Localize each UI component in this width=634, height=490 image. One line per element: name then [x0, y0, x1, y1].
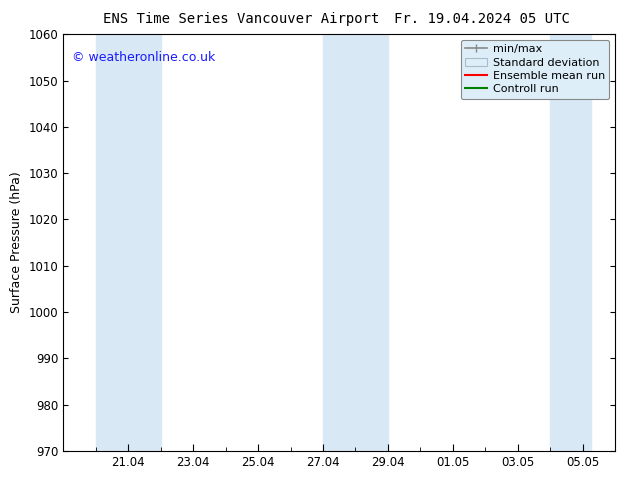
Y-axis label: Surface Pressure (hPa): Surface Pressure (hPa)	[10, 172, 23, 314]
Bar	[96, 34, 161, 451]
Bar	[550, 34, 591, 451]
Legend: min/max, Standard deviation, Ensemble mean run, Controll run: min/max, Standard deviation, Ensemble me…	[460, 40, 609, 99]
Text: © weatheronline.co.uk: © weatheronline.co.uk	[72, 51, 215, 64]
Text: Fr. 19.04.2024 05 UTC: Fr. 19.04.2024 05 UTC	[394, 12, 570, 26]
Text: ENS Time Series Vancouver Airport: ENS Time Series Vancouver Airport	[103, 12, 379, 26]
Bar	[323, 34, 388, 451]
